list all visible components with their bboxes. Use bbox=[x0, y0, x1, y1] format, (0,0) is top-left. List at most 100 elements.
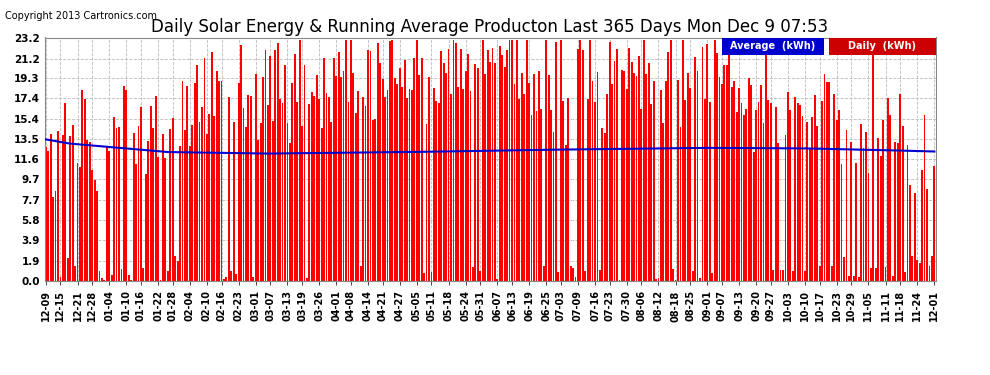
Bar bbox=[367, 50, 369, 281]
Bar bbox=[917, 260, 918, 281]
Bar bbox=[131, 280, 132, 281]
Bar bbox=[836, 120, 838, 281]
Bar bbox=[301, 126, 303, 281]
Bar bbox=[191, 125, 193, 281]
Bar bbox=[634, 74, 635, 281]
Bar bbox=[650, 104, 652, 281]
Bar bbox=[931, 256, 933, 281]
Bar bbox=[831, 266, 833, 281]
Bar bbox=[797, 102, 799, 281]
Bar bbox=[794, 97, 796, 281]
Bar bbox=[841, 164, 842, 281]
Bar bbox=[359, 267, 361, 281]
Bar bbox=[167, 271, 168, 281]
Bar bbox=[914, 193, 916, 281]
Bar bbox=[294, 54, 296, 281]
Bar bbox=[652, 81, 654, 281]
Bar bbox=[731, 87, 733, 281]
Bar bbox=[174, 255, 176, 281]
Bar bbox=[45, 147, 47, 281]
Bar bbox=[626, 89, 628, 281]
Bar bbox=[223, 279, 225, 281]
Bar bbox=[892, 276, 894, 281]
Bar bbox=[848, 276, 849, 281]
Bar bbox=[414, 58, 415, 281]
Bar bbox=[616, 49, 618, 281]
Bar bbox=[889, 115, 891, 281]
Bar bbox=[543, 267, 545, 281]
Bar bbox=[64, 103, 66, 281]
Bar bbox=[679, 128, 681, 281]
Bar bbox=[809, 148, 811, 281]
Bar bbox=[396, 84, 398, 281]
Bar bbox=[228, 97, 230, 281]
Bar bbox=[501, 55, 503, 281]
Bar bbox=[309, 104, 310, 281]
Bar bbox=[357, 91, 359, 281]
Bar bbox=[338, 52, 340, 281]
Bar bbox=[248, 95, 249, 281]
Bar bbox=[274, 50, 276, 281]
Bar bbox=[755, 110, 757, 281]
Bar bbox=[404, 60, 406, 281]
Bar bbox=[843, 257, 844, 281]
Bar bbox=[524, 93, 525, 281]
Bar bbox=[226, 277, 228, 281]
Bar bbox=[103, 280, 105, 281]
Bar bbox=[384, 98, 386, 281]
Bar bbox=[162, 134, 164, 281]
Bar bbox=[611, 84, 613, 281]
Bar bbox=[845, 130, 847, 281]
Bar bbox=[482, 40, 484, 281]
Bar bbox=[159, 280, 161, 281]
Bar bbox=[839, 110, 841, 281]
Bar bbox=[136, 164, 137, 281]
Bar bbox=[565, 146, 566, 281]
Bar bbox=[567, 98, 569, 281]
Bar bbox=[714, 40, 716, 281]
Bar bbox=[574, 277, 576, 281]
Bar bbox=[592, 81, 593, 281]
Bar bbox=[919, 263, 921, 281]
Bar bbox=[152, 128, 154, 281]
Bar bbox=[96, 190, 98, 281]
Bar bbox=[819, 266, 821, 281]
Bar bbox=[106, 146, 108, 281]
Bar bbox=[519, 99, 521, 281]
Bar bbox=[711, 273, 713, 281]
Bar bbox=[829, 82, 831, 281]
Bar bbox=[882, 120, 884, 281]
Bar bbox=[331, 122, 333, 281]
Bar bbox=[218, 81, 220, 281]
Bar bbox=[249, 96, 251, 281]
Bar bbox=[108, 151, 110, 281]
Bar bbox=[704, 99, 706, 281]
Bar bbox=[241, 45, 242, 281]
Bar bbox=[684, 100, 686, 281]
Bar bbox=[262, 77, 264, 281]
Bar bbox=[111, 274, 113, 281]
Bar bbox=[670, 40, 671, 281]
Bar bbox=[52, 198, 54, 281]
Bar bbox=[446, 73, 447, 281]
Bar bbox=[799, 105, 801, 281]
Bar bbox=[594, 102, 596, 281]
Bar bbox=[792, 272, 794, 281]
Bar bbox=[306, 278, 308, 281]
Bar bbox=[50, 135, 51, 281]
Bar bbox=[862, 148, 864, 281]
Bar bbox=[870, 268, 872, 281]
Bar bbox=[619, 280, 621, 281]
Bar bbox=[887, 98, 889, 281]
Bar bbox=[789, 111, 791, 281]
Bar bbox=[354, 112, 356, 281]
Bar bbox=[752, 152, 754, 281]
Bar bbox=[516, 40, 518, 281]
Bar bbox=[236, 274, 237, 281]
Bar bbox=[447, 50, 449, 281]
Bar bbox=[347, 102, 349, 281]
Bar bbox=[614, 61, 616, 281]
Bar bbox=[606, 94, 608, 281]
Bar bbox=[86, 140, 88, 281]
Bar bbox=[492, 48, 493, 281]
